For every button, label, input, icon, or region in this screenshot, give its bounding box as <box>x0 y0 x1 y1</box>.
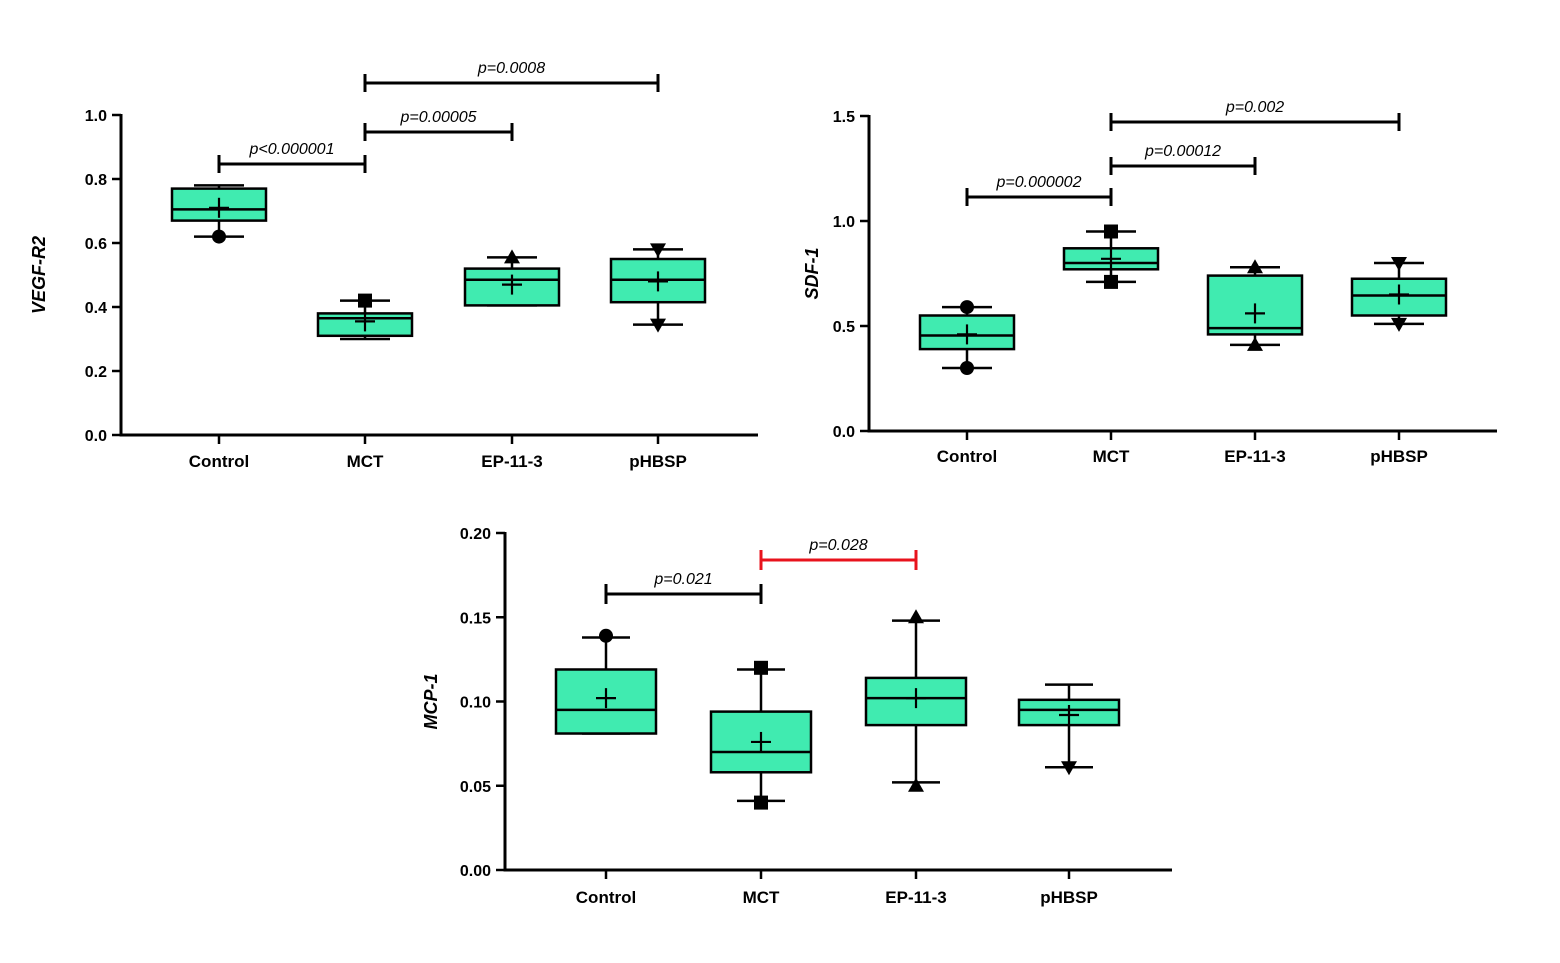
chart-panel-2: 0.0 0.5 1.0 1.5 Control MCT EP-11-3 pHBSP SDF-1 p… <box>802 99 1497 466</box>
square-data-point <box>1104 224 1118 239</box>
p-value-label: p=0.002 <box>1225 99 1284 116</box>
y-tick-label: 0.00 <box>460 863 491 880</box>
x-category-label: EP-11-3 <box>1224 447 1285 466</box>
box-phbsp <box>609 243 707 333</box>
significance-bracket: p=0.000002 <box>965 174 1113 206</box>
x-category-label: EP-11-3 <box>885 888 946 907</box>
box-mct <box>1062 224 1160 289</box>
box-phbsp <box>1017 683 1121 776</box>
significance-bracket: p=0.002 <box>1109 99 1401 131</box>
square-data-point <box>1104 274 1118 289</box>
circle-data-point <box>960 361 974 375</box>
p-value-label: p=0.00012 <box>1144 143 1221 160</box>
p-value-label: p=0.028 <box>808 537 867 554</box>
y-tick-label: 0.6 <box>85 236 107 253</box>
y-axis-title: VEGF-R2 <box>29 236 49 314</box>
significance-bracket: p=0.028 <box>759 537 918 570</box>
significance-bracket: p=0.00005 <box>363 109 514 141</box>
x-category-label: pHBSP <box>629 452 687 471</box>
triangle-up-data-point <box>908 777 924 792</box>
y-tick-label: 0.15 <box>460 610 491 627</box>
y-tick-label: 0.8 <box>85 172 107 189</box>
x-category-label: EP-11-3 <box>481 452 542 471</box>
significance-bracket: p=0.0008 <box>363 60 660 92</box>
y-tick-label: 0.10 <box>460 695 491 712</box>
box-control <box>918 300 1016 375</box>
p-value-label: p=0.00005 <box>399 109 476 126</box>
significance-bracket: p<0.000001 <box>217 141 367 173</box>
box-control <box>554 628 658 735</box>
y-axis-title: MCP-1 <box>421 673 441 729</box>
p-value-label: p=0.0008 <box>477 60 545 77</box>
box-mct <box>709 660 813 810</box>
y-axis-title: SDF-1 <box>802 247 822 299</box>
box-control <box>170 184 268 244</box>
triangle-down-data-point <box>650 318 666 333</box>
box-ep-11-3 <box>864 609 968 792</box>
square-data-point <box>358 293 372 308</box>
circle-data-point <box>212 229 226 244</box>
triangle-down-data-point <box>650 243 666 258</box>
significance-bracket: p=0.021 <box>604 571 763 604</box>
p-value-label: p<0.000001 <box>249 141 335 158</box>
significance-bracket: p=0.00012 <box>1109 143 1257 175</box>
box-mct <box>316 293 414 341</box>
chart-panel-1: 0.0 0.2 0.4 0.6 0.8 1.0 Control MCT EP-11-3 pHBSP… <box>29 60 758 471</box>
x-category-label: MCT <box>347 452 384 471</box>
y-tick-label: 0.05 <box>460 779 491 796</box>
x-category-label: pHBSP <box>1040 888 1098 907</box>
y-tick-label: 1.5 <box>833 109 855 126</box>
triangle-up-data-point <box>908 609 924 624</box>
square-data-point <box>754 660 768 675</box>
y-tick-label: 1.0 <box>833 214 855 231</box>
triangle-up-data-point <box>1247 336 1263 351</box>
triangle-down-data-point <box>1061 761 1077 776</box>
x-category-label: MCT <box>1093 447 1130 466</box>
x-category-label: Control <box>189 452 249 471</box>
triangle-down-data-point <box>1391 257 1407 271</box>
x-category-label: MCT <box>743 888 780 907</box>
x-category-label: Control <box>576 888 636 907</box>
y-tick-label: 0.2 <box>85 364 107 381</box>
y-tick-label: 0.20 <box>460 526 491 543</box>
circle-data-point <box>599 628 613 643</box>
p-value-label: p=0.021 <box>653 571 712 588</box>
triangle-down-data-point <box>1391 317 1407 332</box>
x-category-label: pHBSP <box>1370 447 1428 466</box>
p-value-label: p=0.000002 <box>996 174 1082 191</box>
y-tick-label: 0.0 <box>833 424 855 441</box>
box-ep-11-3 <box>1206 259 1304 351</box>
y-tick-label: 0.5 <box>833 319 855 336</box>
square-data-point <box>754 795 768 810</box>
box-phbsp <box>1350 257 1448 332</box>
x-category-label: Control <box>937 447 997 466</box>
circle-data-point <box>960 300 974 315</box>
y-tick-label: 0.0 <box>85 428 107 445</box>
y-tick-label: 1.0 <box>85 108 107 125</box>
box-ep-11-3 <box>463 249 561 307</box>
chart-panel-3: 0.00 0.05 0.10 0.15 0.20 Control MCT EP-11-3 pHB… <box>421 526 1172 907</box>
y-tick-label: 0.4 <box>85 300 107 317</box>
triangle-up-data-point <box>1247 259 1263 274</box>
triangle-up-data-point <box>504 249 520 264</box>
